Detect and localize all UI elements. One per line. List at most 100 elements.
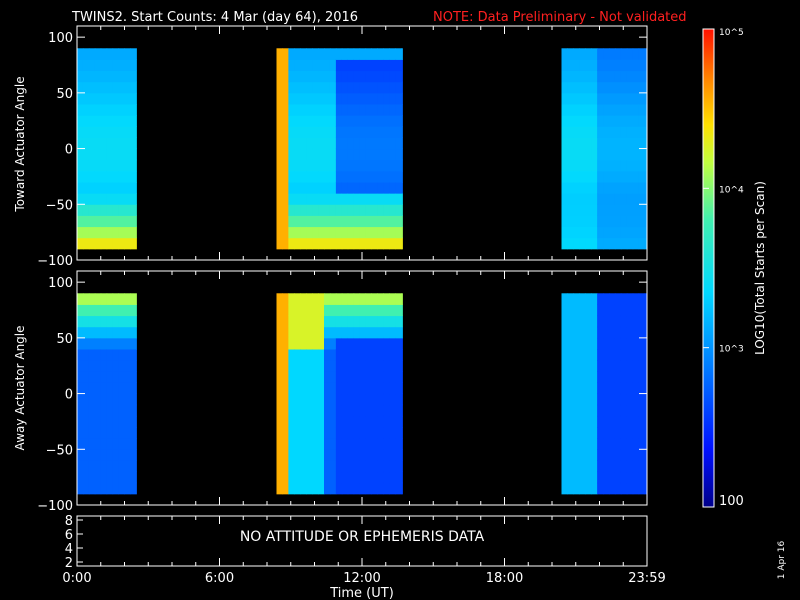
- heatmap-cell: [377, 126, 384, 138]
- heatmap-cell: [567, 460, 574, 473]
- heatmap-cell: [597, 304, 604, 317]
- heatmap-cell: [620, 81, 628, 94]
- heatmap-cell: [561, 104, 568, 116]
- heatmap-cell: [573, 404, 580, 417]
- heatmap-cell: [94, 137, 102, 150]
- heatmap-cell: [88, 326, 96, 339]
- y-tick-label: 0: [65, 143, 73, 158]
- heatmap-cell: [329, 170, 337, 183]
- heatmap-cell: [579, 170, 586, 183]
- heatmap-cell: [288, 460, 295, 473]
- heatmap-cell: [294, 482, 301, 495]
- heatmap-cell: [282, 337, 289, 350]
- heatmap-cell: [130, 226, 137, 239]
- heatmap-cell: [603, 482, 610, 495]
- heatmap-cell: [282, 404, 289, 417]
- heatmap-cell: [597, 471, 604, 484]
- heatmap-cell: [567, 304, 574, 317]
- heatmap-cell: [359, 182, 367, 194]
- heatmap-cell: [77, 204, 84, 216]
- heatmap-cell: [94, 382, 102, 395]
- heatmap-cell: [371, 315, 378, 328]
- heatmap-cell: [82, 427, 90, 439]
- heatmap-cell: [124, 404, 131, 417]
- heatmap-cell: [88, 293, 96, 305]
- heatmap-cell: [300, 215, 307, 228]
- heatmap-cell: [644, 148, 648, 161]
- heatmap-cell: [561, 382, 568, 395]
- heatmap-cell: [638, 182, 646, 194]
- heatmap-cell: [288, 170, 295, 183]
- heatmap-cell: [603, 126, 610, 138]
- heatmap-cell: [597, 371, 604, 383]
- heatmap-cell: [389, 404, 396, 417]
- heatmap-cell: [288, 393, 295, 406]
- heatmap-cell: [118, 92, 125, 105]
- heatmap-cell: [324, 438, 331, 450]
- heatmap-cell: [306, 193, 313, 205]
- heatmap-cell: [383, 48, 390, 60]
- heatmap-cell: [312, 59, 319, 72]
- heatmap-cell: [324, 115, 331, 127]
- heatmap-cell: [106, 193, 114, 205]
- heatmap-cell: [377, 182, 384, 194]
- heatmap-cell: [371, 193, 378, 205]
- heatmap-cell: [609, 182, 616, 194]
- heatmap-cell: [294, 438, 301, 450]
- heatmap-cell: [82, 415, 90, 428]
- heatmap-cell: [329, 70, 337, 83]
- heatmap-cell: [573, 48, 580, 60]
- heatmap-cell: [300, 415, 307, 428]
- heatmap-cell: [100, 159, 108, 172]
- heatmap-cell: [94, 92, 102, 105]
- heatmap-cell: [306, 482, 313, 495]
- heatmap-cell: [130, 59, 137, 72]
- heatmap-cell: [306, 226, 313, 239]
- heatmap-cell: [614, 427, 622, 439]
- heatmap-cell: [324, 193, 331, 205]
- heatmap-cell: [389, 126, 396, 138]
- heatmap-cell: [573, 70, 580, 83]
- heatmap-cell: [300, 182, 307, 194]
- heatmap-cell: [389, 304, 396, 317]
- heatmap-cell: [112, 226, 120, 239]
- heatmap-cell: [585, 59, 592, 72]
- heatmap-cell: [335, 137, 343, 150]
- heatmap-cell: [124, 427, 131, 439]
- heatmap-cell: [365, 382, 372, 395]
- heatmap-cell: [324, 182, 331, 194]
- heatmap-cell: [300, 393, 307, 406]
- heatmap-cell: [389, 471, 396, 484]
- heatmap-cell: [288, 182, 295, 194]
- heatmap-cell: [644, 115, 648, 127]
- heatmap-cell: [585, 137, 592, 150]
- heatmap-cell: [300, 70, 307, 83]
- heatmap-cell: [112, 115, 120, 127]
- heatmap-cell: [638, 427, 646, 439]
- heatmap-cell: [626, 471, 634, 484]
- heatmap-cell: [377, 360, 384, 372]
- heatmap-cell: [365, 81, 372, 94]
- heatmap-cell: [82, 349, 90, 361]
- heatmap-cell: [130, 204, 137, 216]
- heatmap-cell: [365, 449, 372, 461]
- heatmap-cell: [282, 115, 289, 127]
- heatmap-cell: [276, 427, 283, 439]
- heatmap-cell: [341, 438, 349, 450]
- heatmap-cell: [124, 215, 131, 228]
- heatmap-cell: [276, 371, 283, 383]
- heatmap-cell: [579, 59, 586, 72]
- heatmap-cell: [130, 215, 137, 228]
- heatmap-cell: [100, 449, 108, 461]
- heatmap-cell: [401, 126, 403, 138]
- heatmap-cell: [282, 349, 289, 361]
- x-tick-label: 12:00: [343, 571, 380, 586]
- heatmap-cell: [341, 293, 349, 305]
- heatmap-cell: [94, 427, 102, 439]
- heatmap-cell: [561, 427, 568, 439]
- heatmap-cell: [306, 92, 313, 105]
- heatmap-cell: [288, 48, 295, 60]
- heatmap-cell: [644, 404, 648, 417]
- heatmap-cell: [626, 193, 634, 205]
- heatmap-cell: [294, 460, 301, 473]
